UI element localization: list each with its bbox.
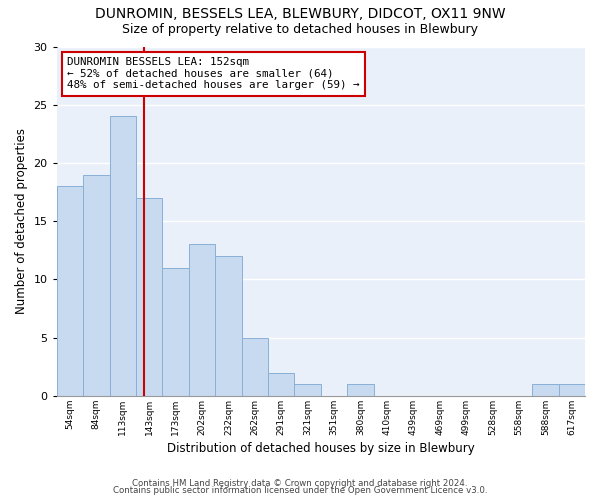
Bar — [163, 268, 189, 396]
Bar — [215, 256, 242, 396]
Text: Size of property relative to detached houses in Blewbury: Size of property relative to detached ho… — [122, 22, 478, 36]
Bar — [347, 384, 374, 396]
Bar — [532, 384, 559, 396]
Text: Contains public sector information licensed under the Open Government Licence v3: Contains public sector information licen… — [113, 486, 487, 495]
Text: DUNROMIN BESSELS LEA: 152sqm
← 52% of detached houses are smaller (64)
48% of se: DUNROMIN BESSELS LEA: 152sqm ← 52% of de… — [67, 57, 360, 90]
Bar — [110, 116, 136, 396]
Bar — [189, 244, 215, 396]
Bar — [559, 384, 585, 396]
Bar — [83, 174, 110, 396]
Bar — [268, 372, 295, 396]
Text: Contains HM Land Registry data © Crown copyright and database right 2024.: Contains HM Land Registry data © Crown c… — [132, 478, 468, 488]
X-axis label: Distribution of detached houses by size in Blewbury: Distribution of detached houses by size … — [167, 442, 475, 455]
Y-axis label: Number of detached properties: Number of detached properties — [15, 128, 28, 314]
Text: DUNROMIN, BESSELS LEA, BLEWBURY, DIDCOT, OX11 9NW: DUNROMIN, BESSELS LEA, BLEWBURY, DIDCOT,… — [95, 8, 505, 22]
Bar — [295, 384, 321, 396]
Bar — [136, 198, 163, 396]
Bar — [242, 338, 268, 396]
Bar — [57, 186, 83, 396]
